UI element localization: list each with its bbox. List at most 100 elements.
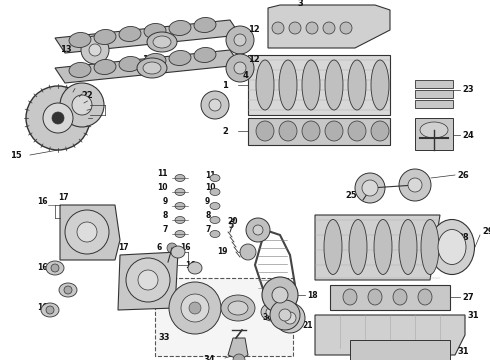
Circle shape <box>51 264 59 272</box>
Ellipse shape <box>324 220 342 274</box>
Text: 31: 31 <box>457 347 468 356</box>
Ellipse shape <box>430 220 474 274</box>
Text: 9: 9 <box>205 198 210 207</box>
Polygon shape <box>60 205 120 260</box>
Text: 20: 20 <box>287 303 297 312</box>
Ellipse shape <box>119 57 141 72</box>
Circle shape <box>253 225 263 235</box>
Ellipse shape <box>169 21 191 36</box>
Ellipse shape <box>144 54 166 68</box>
Ellipse shape <box>421 220 439 274</box>
Circle shape <box>234 34 246 46</box>
Circle shape <box>181 294 209 322</box>
Text: 17: 17 <box>118 243 129 252</box>
Bar <box>415 80 453 88</box>
Text: 6: 6 <box>157 243 162 252</box>
Ellipse shape <box>119 27 141 41</box>
Polygon shape <box>55 50 240 83</box>
Circle shape <box>72 95 92 115</box>
Ellipse shape <box>438 230 466 265</box>
Text: 11: 11 <box>157 168 168 177</box>
Circle shape <box>26 86 90 150</box>
Ellipse shape <box>46 261 64 275</box>
Polygon shape <box>330 285 450 310</box>
Text: 30: 30 <box>263 314 273 323</box>
Ellipse shape <box>210 189 220 195</box>
Circle shape <box>340 22 352 34</box>
Text: 14: 14 <box>142 55 154 64</box>
Ellipse shape <box>349 220 367 274</box>
Circle shape <box>246 218 270 242</box>
Ellipse shape <box>175 230 185 238</box>
Circle shape <box>323 22 335 34</box>
Circle shape <box>262 277 298 313</box>
Text: 3: 3 <box>297 0 303 8</box>
Text: 25: 25 <box>345 190 357 199</box>
Circle shape <box>233 354 245 360</box>
Text: 1: 1 <box>222 81 228 90</box>
Ellipse shape <box>418 289 432 305</box>
Ellipse shape <box>256 121 274 141</box>
Circle shape <box>89 44 101 56</box>
Polygon shape <box>415 118 453 150</box>
Circle shape <box>362 180 378 196</box>
Polygon shape <box>118 252 178 310</box>
Text: 16: 16 <box>185 261 196 270</box>
Circle shape <box>189 302 201 314</box>
Circle shape <box>169 282 221 334</box>
Circle shape <box>399 169 431 201</box>
Text: 7: 7 <box>205 225 210 234</box>
Text: 26: 26 <box>457 171 469 180</box>
Ellipse shape <box>279 121 297 141</box>
Circle shape <box>226 26 254 54</box>
Circle shape <box>167 243 177 253</box>
Ellipse shape <box>261 303 283 321</box>
Ellipse shape <box>194 48 216 63</box>
Circle shape <box>138 270 158 290</box>
Ellipse shape <box>325 121 343 141</box>
Ellipse shape <box>175 189 185 195</box>
Ellipse shape <box>221 295 255 321</box>
Ellipse shape <box>153 36 171 48</box>
Polygon shape <box>315 215 440 280</box>
Ellipse shape <box>59 283 77 297</box>
Text: 21: 21 <box>302 321 313 330</box>
Ellipse shape <box>169 50 191 66</box>
Circle shape <box>226 54 254 82</box>
Ellipse shape <box>279 60 297 110</box>
Ellipse shape <box>137 58 167 78</box>
Ellipse shape <box>175 175 185 181</box>
Ellipse shape <box>228 301 248 315</box>
Text: 16: 16 <box>180 243 191 252</box>
Ellipse shape <box>266 307 278 317</box>
Circle shape <box>279 309 291 321</box>
Circle shape <box>64 286 72 294</box>
Ellipse shape <box>399 220 417 274</box>
Polygon shape <box>228 338 248 360</box>
Circle shape <box>270 300 300 330</box>
Text: 23: 23 <box>462 85 474 94</box>
Text: 9: 9 <box>163 197 168 206</box>
Text: 20: 20 <box>227 217 238 226</box>
Ellipse shape <box>175 216 185 224</box>
Ellipse shape <box>371 121 389 141</box>
Text: 13: 13 <box>60 45 72 54</box>
Text: 18: 18 <box>307 291 318 300</box>
Circle shape <box>209 99 221 111</box>
Ellipse shape <box>194 18 216 32</box>
Ellipse shape <box>348 60 366 110</box>
Ellipse shape <box>94 30 116 45</box>
Text: 15: 15 <box>10 150 22 159</box>
Ellipse shape <box>210 202 220 210</box>
Bar <box>415 100 453 108</box>
Text: 11: 11 <box>205 171 216 180</box>
Text: 10: 10 <box>157 183 168 192</box>
Text: 10: 10 <box>205 184 216 193</box>
Circle shape <box>382 347 398 360</box>
Circle shape <box>201 91 229 119</box>
Circle shape <box>289 22 301 34</box>
Circle shape <box>272 22 284 34</box>
Ellipse shape <box>188 262 202 274</box>
Circle shape <box>275 303 305 333</box>
Circle shape <box>60 83 104 127</box>
